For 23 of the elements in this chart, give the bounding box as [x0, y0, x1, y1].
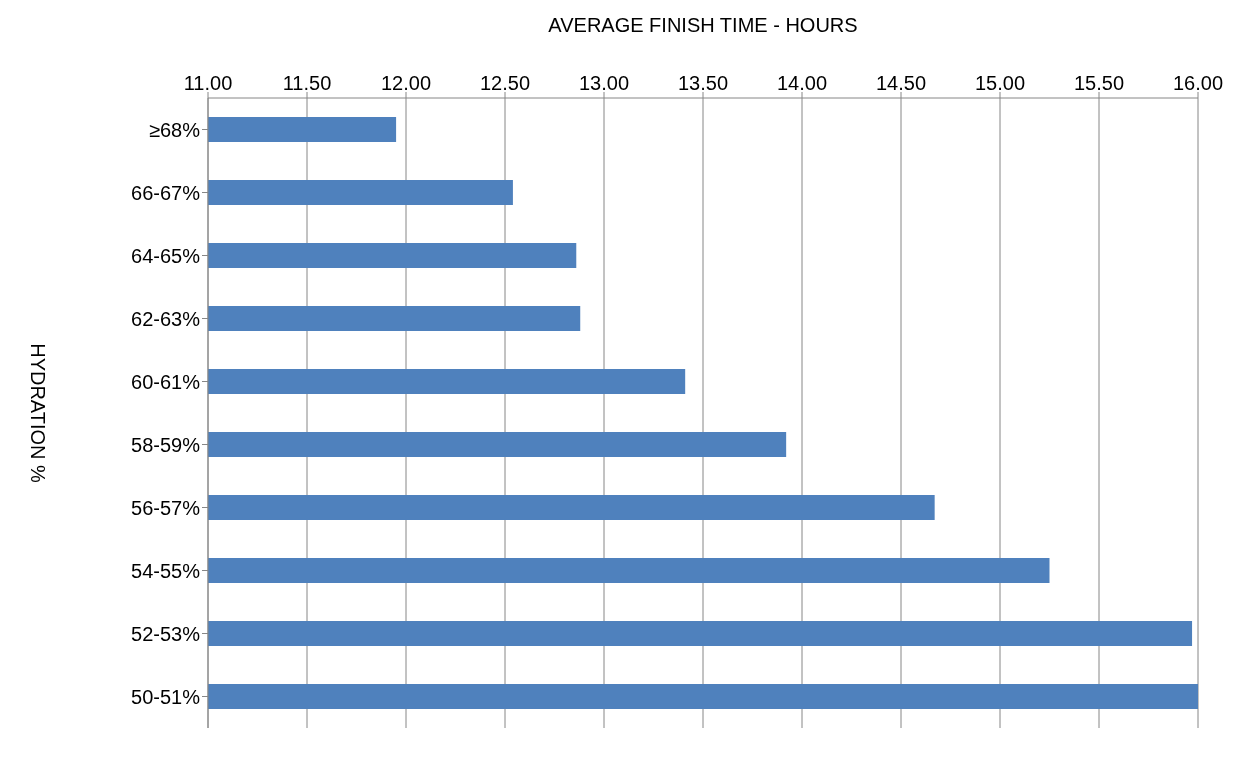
y-tick-label: 60-61%: [131, 370, 201, 393]
x-tick-label: 14.00: [776, 72, 828, 94]
chart-title: AVERAGE FINISH TIME - HOURS: [548, 14, 858, 37]
x-tick-label: 11.50: [282, 72, 332, 94]
x-tick-label: 11.00: [183, 72, 233, 94]
y-tick-label: 50-51%: [131, 685, 201, 708]
x-tick-label: 15.00: [974, 72, 1026, 94]
y-tick-label: 52-53%: [131, 622, 201, 645]
x-tick-label: 15.50: [1073, 72, 1125, 94]
y-tick-label: 58-59%: [131, 433, 201, 456]
x-tick-label: 12.50: [479, 72, 531, 94]
y-tick-label: ≥68%: [148, 118, 201, 141]
y-axis-title: HYDRATION %: [26, 343, 49, 484]
y-tick-label: 62-63%: [131, 307, 201, 330]
x-tick-label: 14.50: [875, 72, 927, 94]
y-tick-label: 54-55%: [131, 559, 201, 582]
x-tick-label: 13.00: [578, 72, 630, 94]
x-tick-label: 12.00: [380, 72, 432, 94]
y-tick-label: 56-57%: [131, 496, 201, 519]
y-tick-label: 64-65%: [131, 244, 201, 267]
x-tick-label: 16.00: [1172, 72, 1224, 94]
y-tick-label: 66-67%: [131, 181, 201, 204]
x-tick-label: 13.50: [677, 72, 729, 94]
